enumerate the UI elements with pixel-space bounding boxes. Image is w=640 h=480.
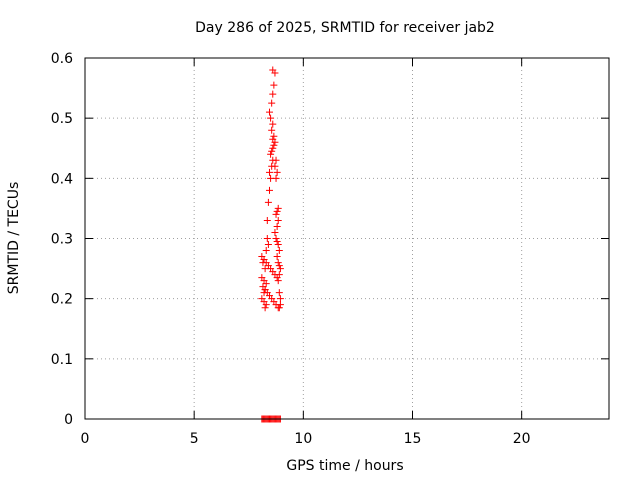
- x-tick-label: 5: [190, 431, 199, 447]
- data-point: [264, 241, 272, 249]
- x-tick-label: 10: [294, 431, 312, 447]
- data-point: [270, 132, 278, 140]
- data-point: [268, 99, 276, 107]
- data-point: [265, 108, 273, 116]
- data-point: [267, 114, 275, 122]
- data-point: [274, 304, 282, 312]
- data-point: [271, 162, 279, 170]
- plot-area-frame: [84, 57, 610, 420]
- y-axis-label: SRMTID / TECUs: [6, 182, 22, 295]
- y-tick-label: 0.6: [51, 51, 73, 67]
- data-point: [261, 304, 269, 312]
- x-tick-label: 0: [81, 431, 90, 447]
- data-point: [274, 241, 282, 249]
- data-point: [272, 210, 280, 218]
- data-point: [265, 168, 273, 176]
- data-point: [263, 235, 271, 242]
- data-point: [274, 259, 282, 267]
- chart-title: Day 286 of 2025, SRMTID for receiver jab…: [195, 20, 495, 36]
- data-point: [262, 301, 270, 309]
- grid-layer: [85, 58, 609, 419]
- data-point: [274, 204, 282, 212]
- marks-layer: [258, 66, 284, 423]
- data-point: [263, 216, 271, 224]
- data-point: [276, 295, 284, 303]
- y-tick-label: 0.5: [51, 111, 73, 127]
- data-point: [270, 81, 278, 89]
- tick-layer: 0 0.1 0.2 0.3 0.4 0.5 0.6 0 5 10 15 20: [51, 51, 609, 447]
- data-point: [264, 198, 272, 206]
- data-point: [270, 141, 278, 149]
- data-point: [276, 265, 284, 273]
- data-point: [271, 228, 279, 236]
- data-point: [273, 222, 281, 230]
- x-axis-label: GPS time / hours: [286, 458, 403, 474]
- y-tick-label: 0: [64, 412, 73, 428]
- x-tick-label: 20: [513, 431, 531, 447]
- data-point: [273, 168, 281, 176]
- data-point: [273, 253, 281, 261]
- data-point: [275, 262, 283, 270]
- data-point: [267, 150, 275, 158]
- y-tick-label: 0.3: [51, 232, 73, 248]
- data-point: [272, 235, 280, 242]
- y-tick-label: 0.1: [51, 352, 73, 368]
- data-point: [269, 144, 277, 152]
- data-point: [275, 289, 283, 297]
- data-point: [274, 216, 282, 224]
- data-point: [265, 186, 273, 194]
- data-point: [272, 156, 280, 164]
- data-point: [272, 174, 280, 182]
- y-tick-label: 0.4: [51, 171, 73, 187]
- data-point: [262, 280, 270, 288]
- data-point: [269, 90, 277, 98]
- data-point: [268, 147, 276, 155]
- data-point: [273, 274, 281, 282]
- data-point: [269, 120, 277, 128]
- x-tick-label: 15: [404, 431, 422, 447]
- data-point: [273, 207, 281, 215]
- data-point: [273, 238, 281, 246]
- data-point: [274, 277, 282, 285]
- data-point: [269, 135, 277, 143]
- data-point: [275, 247, 283, 255]
- data-point: [268, 126, 276, 134]
- data-point: [262, 247, 270, 255]
- data-point: [269, 66, 277, 74]
- y-tick-label: 0.2: [51, 292, 73, 308]
